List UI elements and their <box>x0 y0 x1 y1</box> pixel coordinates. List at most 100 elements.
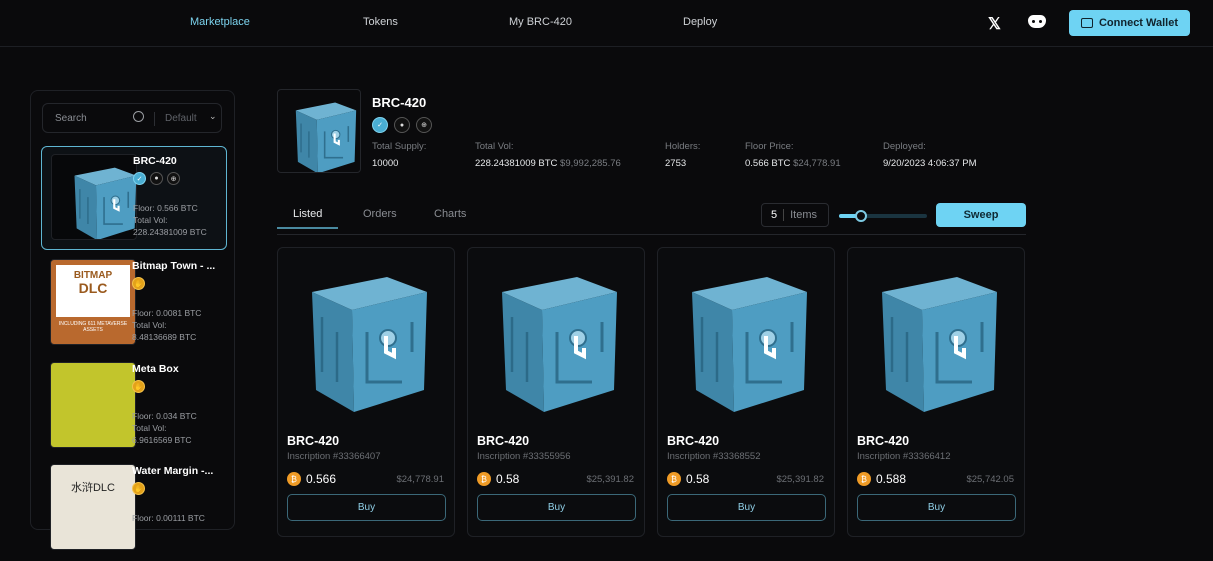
stat-value: 9/20/2023 4:06:37 PM <box>883 158 977 169</box>
handshake-icon: ✋ <box>132 482 145 495</box>
items-label: Items <box>790 209 818 221</box>
sweep-button[interactable]: Sweep <box>936 203 1026 227</box>
listing-price: 0.58 <box>496 472 520 486</box>
inscription-number: Inscription #33366412 <box>857 451 951 462</box>
stat-label: Holders: <box>665 141 701 152</box>
listing-usd: $25,742.05 <box>966 474 1014 485</box>
nav-my-brc420[interactable]: My BRC-420 <box>509 16 572 28</box>
collection-item-bitmap-town[interactable]: BITMAP DLC INCLUDING 611 METAVERSE ASSETS … <box>41 252 227 356</box>
thumb-text: DLC <box>78 280 108 296</box>
listing-name: BRC-420 <box>477 434 530 448</box>
buy-button[interactable]: Buy <box>287 494 446 521</box>
stat-usd: $24,778.91 <box>793 158 841 169</box>
listing-name: BRC-420 <box>667 434 720 448</box>
listing-name: BRC-420 <box>287 434 340 448</box>
handshake-icon: ✋ <box>132 277 145 290</box>
listing-card[interactable]: BRC-420 Inscription #33366407 ₿ 0.566 $2… <box>277 247 455 537</box>
total-vol: 8.48136689 BTC <box>132 332 197 342</box>
inscription-image <box>482 262 632 422</box>
nav-deploy[interactable]: Deploy <box>683 16 718 28</box>
stat-value: 2753 <box>665 158 687 169</box>
stat-label: Deployed: <box>883 141 926 152</box>
collection-item-brc420[interactable]: BRC-420 ✓ ● ⊕ Floor: 0.566 BTC Total Vol: 22… <box>41 146 227 250</box>
stat-total-vol: Total Vol: 228.24381009 BTC $9,992,285.76 <box>475 141 621 169</box>
thumb-text: BITMAP <box>73 270 113 281</box>
collection-name: Water Margin -... <box>132 465 214 477</box>
listing-price: 0.566 <box>306 472 337 486</box>
listing-usd: $25,391.82 <box>586 474 634 485</box>
top-nav: Marketplace Tokens My BRC-420 Deploy 𝕏 C… <box>0 0 1213 47</box>
collection-thumbnail <box>51 154 137 240</box>
stat-value: 228.24381009 BTC <box>475 158 558 169</box>
globe-icon[interactable]: ⊕ <box>416 117 432 133</box>
stat-label: Floor Price: <box>745 141 794 152</box>
collection-title: BRC-420 <box>372 95 427 110</box>
divider <box>154 112 155 126</box>
inscription-number: Inscription #33366407 <box>287 451 381 462</box>
tab-orders[interactable]: Orders <box>363 208 397 220</box>
verified-icon: ✓ <box>372 117 388 133</box>
connect-wallet-label: Connect Wallet <box>1098 17 1179 29</box>
collection-name: Bitmap Town - ... <box>132 260 216 272</box>
buy-button[interactable]: Buy <box>857 494 1016 521</box>
total-vol-label: Total Vol: <box>133 215 168 225</box>
connect-wallet-button[interactable]: Connect Wallet <box>1069 10 1190 36</box>
stat-label: Total Vol: <box>475 141 514 152</box>
discord-icon[interactable] <box>1028 15 1046 28</box>
listing-card[interactable]: BRC-420 Inscription #33368552 ₿ 0.58 $25… <box>657 247 835 537</box>
collection-thumbnail <box>50 362 136 448</box>
x-twitter-icon[interactable]: 𝕏 <box>988 16 1001 33</box>
bitcoin-icon: ₿ <box>477 472 491 486</box>
nav-tokens[interactable]: Tokens <box>363 16 398 28</box>
floor-price: Floor: 0.034 BTC <box>132 411 197 421</box>
total-vol-label: Total Vol: <box>132 423 167 433</box>
search-input[interactable]: Search Default ⌄ <box>42 103 222 133</box>
tab-listed[interactable]: Listed <box>277 208 339 229</box>
listing-card[interactable]: BRC-420 Inscription #33366412 ₿ 0.588 $2… <box>847 247 1025 537</box>
nav-marketplace[interactable]: Marketplace <box>190 16 250 28</box>
sweep-count[interactable]: 5 <box>771 209 778 221</box>
inscription-number: Inscription #33368552 <box>667 451 761 462</box>
thumb-text: 水浒DLC <box>70 482 115 494</box>
search-placeholder: Search <box>55 113 87 124</box>
stat-total-supply: Total Supply: 10000 <box>372 141 426 169</box>
stat-value: 0.566 BTC <box>745 158 791 169</box>
buy-button[interactable]: Buy <box>667 494 826 521</box>
stat-value: 10000 <box>372 158 399 169</box>
slider-handle[interactable] <box>855 210 867 222</box>
listing-card[interactable]: BRC-420 Inscription #33355956 ₿ 0.58 $25… <box>467 247 645 537</box>
total-vol-label: Total Vol: <box>132 320 167 330</box>
buy-button[interactable]: Buy <box>477 494 636 521</box>
collection-thumbnail: 水浒DLC <box>50 464 136 550</box>
sweep-slider[interactable] <box>839 210 927 222</box>
search-icon[interactable] <box>133 111 144 122</box>
discord-icon[interactable]: ● <box>394 117 410 133</box>
inscription-image <box>862 262 1012 422</box>
wallet-icon <box>1080 18 1093 28</box>
collection-item-water-margin[interactable]: 水浒DLC Water Margin -... ✋ Floor: 0.00111… <box>41 457 227 561</box>
discord-icon[interactable]: ● <box>150 172 163 185</box>
floor-price: Floor: 0.566 BTC <box>133 203 198 213</box>
collection-name: Meta Box <box>132 363 179 375</box>
stat-usd: $9,992,285.76 <box>560 158 621 169</box>
chevron-down-icon[interactable]: ⌄ <box>209 111 217 121</box>
collection-item-meta-box[interactable]: Meta Box ✋ Floor: 0.034 BTC Total Vol: 6.9… <box>41 355 227 459</box>
total-vol: 228.24381009 BTC <box>133 227 207 237</box>
sort-select[interactable]: Default <box>165 113 197 124</box>
stat-floor-price: Floor Price: 0.566 BTC $24,778.91 <box>745 141 841 169</box>
globe-icon[interactable]: ⊕ <box>167 172 180 185</box>
inscription-image <box>292 262 442 422</box>
thumb-text: INCLUDING 611 METAVERSE ASSETS <box>58 321 128 333</box>
inscription-image <box>672 262 822 422</box>
collection-image <box>277 89 361 173</box>
tab-charts[interactable]: Charts <box>434 208 467 220</box>
floor-price: Floor: 0.0081 BTC <box>132 308 202 318</box>
listing-name: BRC-420 <box>857 434 910 448</box>
verified-icon: ✓ <box>133 172 146 185</box>
sweep-count-input[interactable]: 5 Items <box>761 203 829 227</box>
stat-holders: Holders: 2753 <box>665 141 700 169</box>
listing-usd: $25,391.82 <box>776 474 824 485</box>
collection-thumbnail: BITMAP DLC INCLUDING 611 METAVERSE ASSETS <box>50 259 136 345</box>
listing-usd: $24,778.91 <box>396 474 444 485</box>
bitcoin-icon: ₿ <box>287 472 301 486</box>
